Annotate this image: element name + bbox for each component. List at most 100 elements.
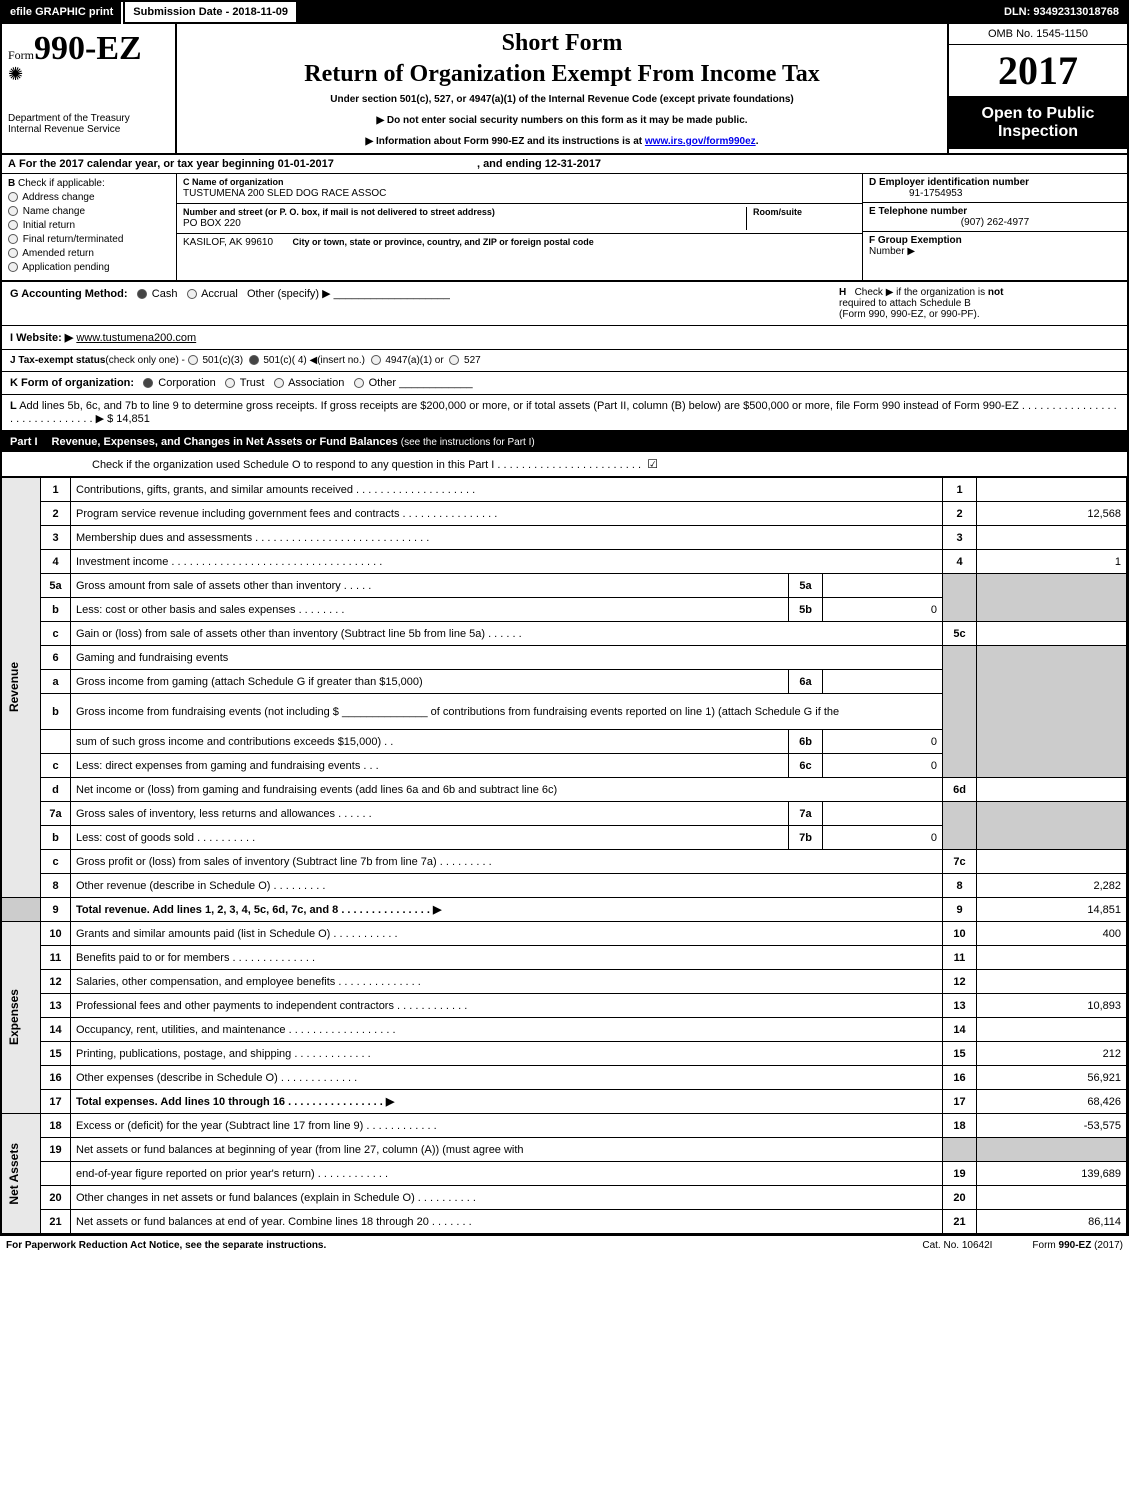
city-row: KASILOF, AK 99610 City or town, state or… [177,234,862,264]
j-o3: 4947(a)(1) or [385,355,443,366]
l1-rval [977,478,1127,502]
l14-desc: Occupancy, rent, utilities, and maintena… [71,1018,943,1042]
ein-value: 91-1754953 [909,188,962,199]
l12-rval [977,970,1127,994]
l19-shade-val [977,1138,1127,1162]
radio-other-org[interactable] [354,378,364,388]
city-val: KASILOF, AK 99610 [183,237,273,248]
chk-initial-return[interactable]: Initial return [8,220,170,231]
l6b2-sn: 6b [789,730,823,754]
info-note: ▶ Information about Form 990-EZ and its … [183,136,941,147]
footer-right: Form 990-EZ (2017) [1032,1240,1123,1251]
l8-num: 8 [41,874,71,898]
l16-num: 16 [41,1066,71,1090]
irs-link[interactable]: www.irs.gov/form990ez [645,136,756,147]
radio-501c3[interactable] [188,355,198,365]
chk-address-change[interactable]: Address change [8,192,170,203]
l7a-sn: 7a [789,802,823,826]
form-number: Form990-EZ [8,30,169,68]
row-j: J Tax-exempt status(check only one) - 50… [2,350,1127,372]
header-right: OMB No. 1545-1150 2017 Open to Public In… [947,24,1127,153]
k-label: K Form of organization: [10,377,134,389]
l15-num: 15 [41,1042,71,1066]
l6c-sv: 0 [823,754,943,778]
radio-trust[interactable] [225,378,235,388]
l16-rnum: 16 [943,1066,977,1090]
radio-association[interactable] [274,378,284,388]
line-19: 19 Net assets or fund balances at beginn… [2,1138,1127,1162]
radio-accrual[interactable] [187,289,197,299]
chk-amended-return[interactable]: Amended return [8,248,170,259]
l6b-desc: Gross income from fundraising events (no… [71,694,943,730]
l6b2-num [41,730,71,754]
l4-desc: Investment income . . . . . . . . . . . … [71,550,943,574]
l20-rnum: 20 [943,1186,977,1210]
l18-rval: -53,575 [977,1114,1127,1138]
l1-rnum: 1 [943,478,977,502]
radio-527[interactable] [449,355,459,365]
chk-name-change[interactable]: Name change [8,206,170,217]
line-10: Expenses 10 Grants and similar amounts p… [2,922,1127,946]
l8-desc: Other revenue (describe in Schedule O) .… [71,874,943,898]
l21-desc: Net assets or fund balances at end of ye… [71,1210,943,1234]
org-name: TUSTUMENA 200 SLED DOG RACE ASSOC [183,188,386,199]
line-7a: 7a Gross sales of inventory, less return… [2,802,1127,826]
l5a-sv [823,574,943,598]
chk-final-return[interactable]: Final return/terminated [8,234,170,245]
info-note-pre: ▶ Information about Form 990-EZ and its … [366,136,645,147]
l18-num: 18 [41,1114,71,1138]
l18-desc: Excess or (deficit) for the year (Subtra… [71,1114,943,1138]
l6-shade [943,646,977,778]
b-letter: B [8,178,15,189]
line-14: 14 Occupancy, rent, utilities, and maint… [2,1018,1127,1042]
schedule-o-checkbox[interactable]: ☑ [647,457,658,471]
l20-desc: Other changes in net assets or fund bala… [71,1186,943,1210]
radio-cash[interactable] [137,289,147,299]
l8-rnum: 8 [943,874,977,898]
website-value[interactable]: www.tustumena200.com [76,332,196,344]
part-1-check-line: Check if the organization used Schedule … [2,452,1127,477]
radio-corporation[interactable] [143,378,153,388]
l3-rnum: 3 [943,526,977,550]
l13-rnum: 13 [943,994,977,1018]
g-label: G Accounting Method: [10,288,128,300]
chk-application-pending[interactable]: Application pending [8,262,170,273]
check-if-applicable: Check if applicable: [18,178,105,189]
l10-desc: Grants and similar amounts paid (list in… [71,922,943,946]
phone-cell: E Telephone number (907) 262-4977 [863,203,1127,232]
addr-val: PO BOX 220 [183,218,241,229]
l7a-desc: Gross sales of inventory, less returns a… [71,802,789,826]
l17-rnum: 17 [943,1090,977,1114]
l9-desc: Total revenue. Add lines 1, 2, 3, 4, 5c,… [71,898,943,922]
footer-cat-no: Cat. No. 10642I [922,1240,992,1251]
line-7c: c Gross profit or (loss) from sales of i… [2,850,1127,874]
j-o1: 501(c)(3) [202,355,243,366]
l19-desc: Net assets or fund balances at beginning… [71,1138,943,1162]
line-12: 12 Salaries, other compensation, and emp… [2,970,1127,994]
l15-rval: 212 [977,1042,1127,1066]
k-assoc: Association [288,377,344,389]
l7b-sv: 0 [823,826,943,850]
line-11: 11 Benefits paid to or for members . . .… [2,946,1127,970]
addr-head: Number and street (or P. O. box, if mail… [183,207,495,217]
l7a-sv [823,802,943,826]
bcdef-block: B Check if applicable: Address change Na… [2,174,1127,282]
e-label: E Telephone number [869,206,967,217]
dept-line1: Department of the Treasury [8,113,169,124]
l2-num: 2 [41,502,71,526]
l11-num: 11 [41,946,71,970]
radio-4947[interactable] [371,355,381,365]
radio-501c[interactable] [249,355,259,365]
line-6d: d Net income or (loss) from gaming and f… [2,778,1127,802]
l4-num: 4 [41,550,71,574]
l20-num: 20 [41,1186,71,1210]
j-o4: 527 [464,355,481,366]
l3-rval [977,526,1127,550]
side-expenses-label: Expenses [7,989,21,1045]
side-net-assets-label: Net Assets [7,1143,21,1205]
line-a-ending: , and ending 12-31-2017 [477,158,601,170]
check-schedule-o: Check if the organization used Schedule … [92,459,641,471]
l8-rval: 2,282 [977,874,1127,898]
l21-rnum: 21 [943,1210,977,1234]
line-a-mid: , and ending 12-31-2017 [477,158,601,170]
